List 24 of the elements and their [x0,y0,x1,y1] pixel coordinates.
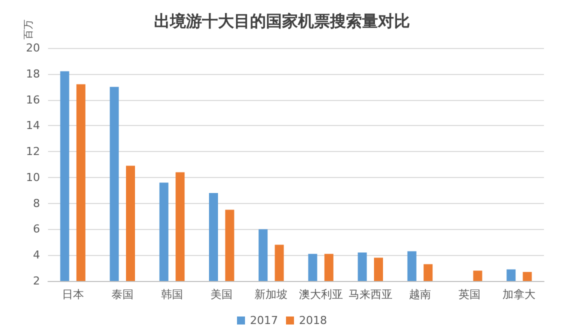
x-tick-label: 韩国 [161,288,183,301]
y-tick-label: 6 [33,222,40,236]
x-tick-label: 英国 [458,288,481,301]
y-tick-label: 18 [26,67,40,80]
y-tick-label: 4 [33,248,40,262]
y-tick-label: 16 [26,93,40,106]
x-tick-label: 泰国 [111,288,134,301]
x-tick-label: 加拿大 [502,288,536,301]
x-tick-label: 日本 [62,288,84,301]
chart-title: 出境游十大目的国家机票搜索量对比 [154,12,410,30]
x-tick-label: 美国 [210,288,233,301]
x-tick-label: 新加坡 [254,288,288,301]
y-tick-label: 2 [33,274,40,288]
y-axis-title: 百万 [24,20,34,40]
x-tick-label: 马来西亚 [348,288,392,301]
legend-label: 2018 [299,314,327,327]
y-tick-label: 14 [26,119,40,132]
y-tick-label: 12 [26,145,40,158]
y-tick-label: 10 [26,170,40,184]
legend-label: 2017 [250,314,278,327]
y-tick-label: 20 [26,42,40,54]
x-tick-label: 越南 [409,288,431,301]
y-tick-label: 8 [33,196,40,210]
x-tick-label: 澳大利亚 [298,288,343,301]
